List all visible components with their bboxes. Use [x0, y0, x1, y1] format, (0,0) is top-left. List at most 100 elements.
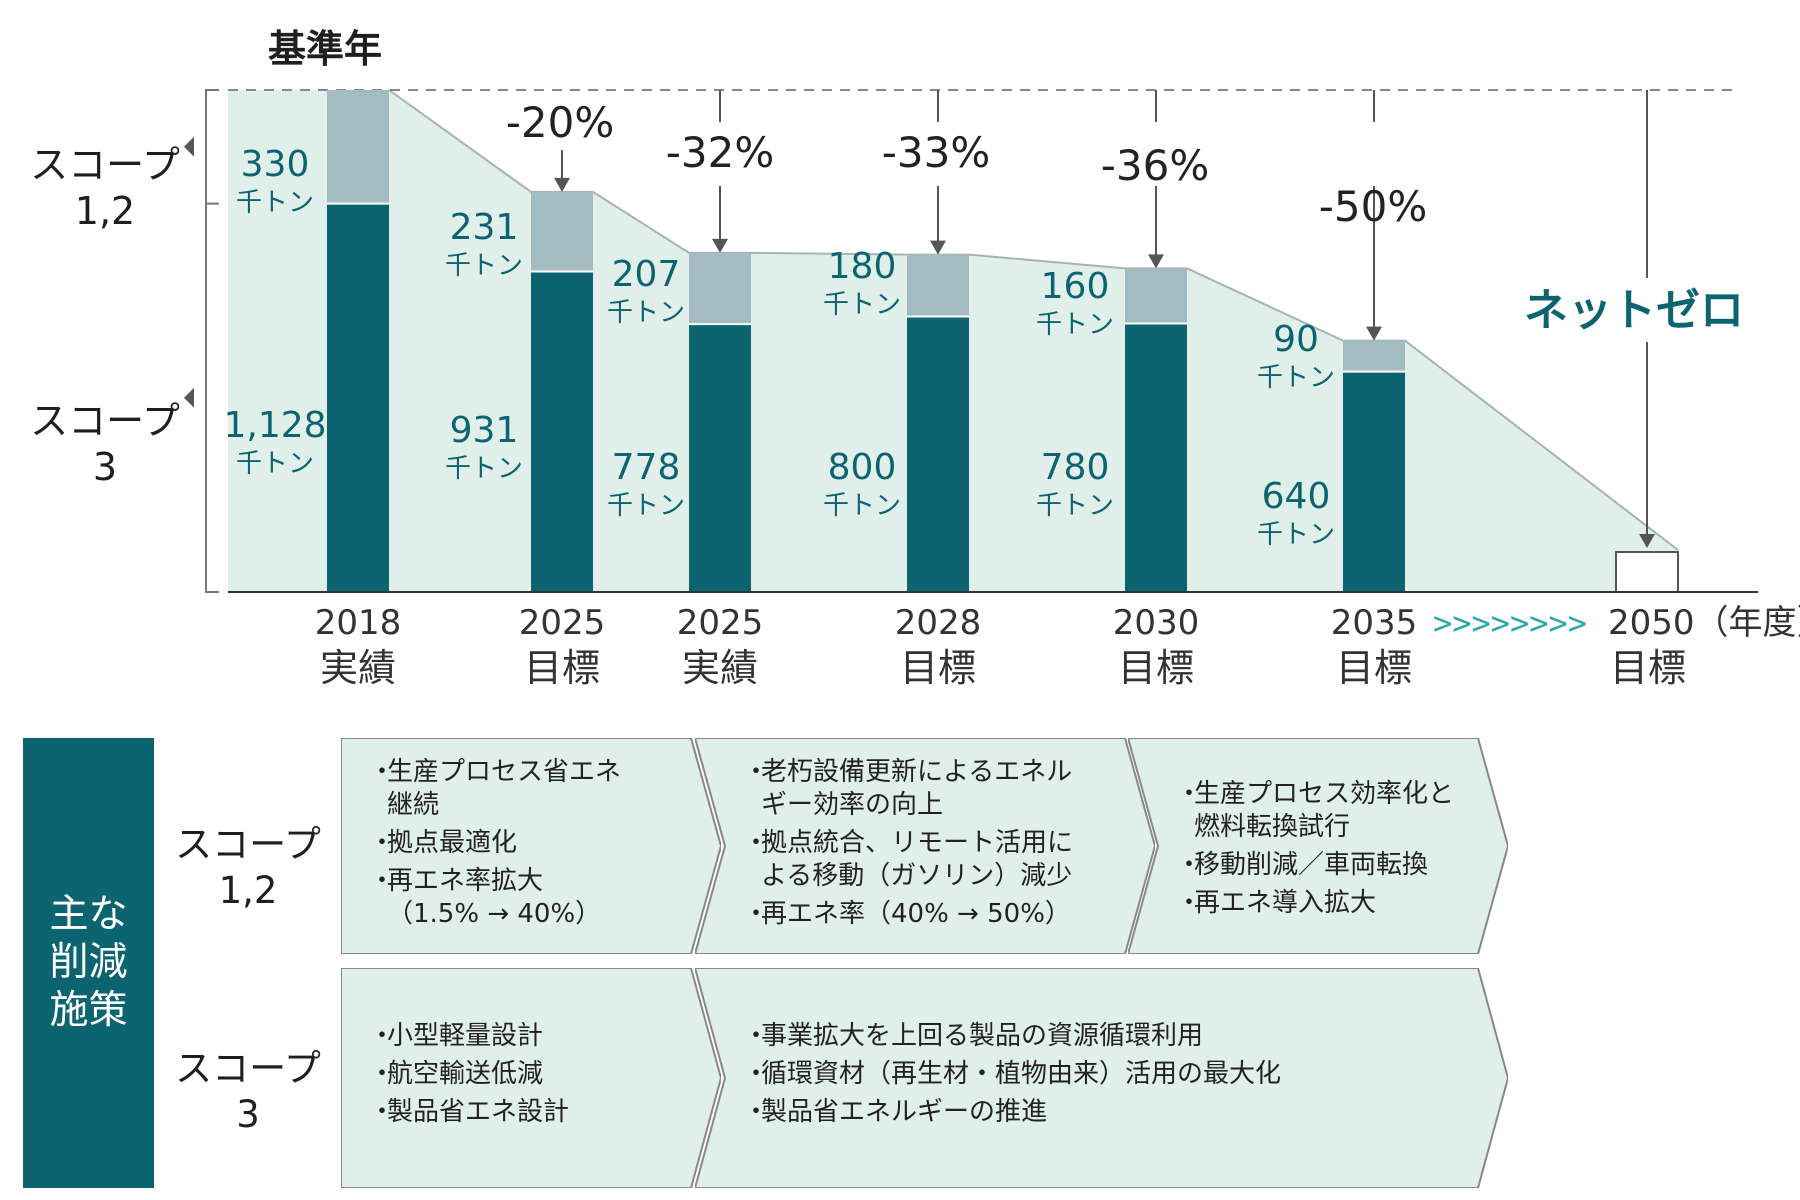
reduction-label: -36% — [1101, 141, 1210, 190]
measures-box-2-1: 小型軽量設計航空輸送低減製品省エネ設計 — [341, 968, 721, 1188]
reduction-label: -32% — [666, 128, 775, 177]
unit-label: 千トン — [823, 290, 901, 320]
netzero-label: ネットゼロ — [1524, 285, 1744, 336]
measures-item: 再エネ導入拡大 — [1176, 887, 1454, 920]
measures-list: 老朽設備更新によるエネル ギー効率の向上拠点統合、リモート活用に よる移動（ガソ… — [743, 756, 1073, 931]
measures-item: 製品省エネ設計 — [369, 1096, 569, 1129]
emissions-chart: 330千トン1,128千トン231千トン931千トン207千トン778千トン18… — [184, 89, 1800, 690]
x-tick-year: 2025 — [677, 603, 764, 643]
value-label-scope12: 231 — [450, 207, 519, 248]
measures-item: 事業拡大を上回る製品の資源循環利用 — [743, 1020, 1281, 1053]
unit-label: 千トン — [1036, 310, 1114, 340]
measures-list: 小型軽量設計航空輸送低減製品省エネ設計 — [369, 1020, 569, 1129]
unit-label: 千トン — [1036, 491, 1114, 521]
value-label-scope12: 90 — [1273, 319, 1319, 360]
scope12-pointer-icon — [184, 136, 194, 157]
base-year-label: 基準年 — [267, 27, 382, 71]
bar-scope3 — [907, 316, 969, 592]
measures-box-1-3: 生産プロセス効率化と 燃料転換試行移動削減／車両転換再エネ導入拡大 — [1128, 738, 1508, 954]
unit-label: 千トン — [445, 251, 523, 281]
measures-box-1-1: 生産プロセス省エネ 継続拠点最適化再エネ率拡大 （1.5% → 40%） — [341, 738, 721, 954]
x-tick-year: 2025 — [519, 603, 606, 643]
measures-title-line1: 主な — [49, 892, 128, 937]
reduction-arrow-head-icon — [1148, 254, 1164, 269]
measures-row-scope12-label: スコープ 1,2 — [163, 822, 333, 914]
measures-box-1-2: 老朽設備更新によるエネル ギー効率の向上拠点統合、リモート活用に よる移動（ガソ… — [695, 738, 1155, 954]
reduction-label: -50% — [1319, 182, 1428, 231]
reduction-arrow-head-icon — [712, 238, 728, 253]
measures-row-scope12-label-line2: 1,2 — [218, 869, 278, 912]
bar-scope3 — [689, 324, 751, 592]
reduction-label: -20% — [506, 98, 615, 147]
unit-label: 千トン — [607, 491, 685, 521]
scope12-axis-label: スコープ 1,2 — [10, 142, 200, 234]
bar-scope12 — [689, 252, 751, 325]
unit-label: 千トン — [236, 449, 314, 479]
scope12-axis-label-line2: 1,2 — [74, 189, 136, 233]
measures-item: 拠点統合、リモート活用に よる移動（ガソリン）減少 — [743, 827, 1073, 893]
measures-item: 拠点最適化 — [369, 827, 621, 860]
value-label-scope12: 180 — [828, 246, 897, 287]
bar-scope3 — [1125, 323, 1187, 592]
measures-item: 循環資材（再生材・植物由来）活用の最大化 — [743, 1058, 1281, 1091]
value-label-scope3: 1,128 — [223, 405, 326, 446]
x-tick-kind: 目標 — [1610, 646, 1686, 690]
x-tick-year: 2030 — [1113, 603, 1200, 643]
measures-row-scope3-label-line1: スコープ — [175, 1047, 321, 1090]
x-tick-year: 2018 — [315, 603, 402, 643]
x-tick-year: 2028 — [895, 603, 982, 643]
measures-title-line2: 削減 — [49, 940, 128, 985]
bar-scope12 — [1343, 340, 1405, 372]
bar-scope3 — [531, 271, 593, 592]
x-tick-kind: 目標 — [524, 646, 600, 690]
measures-item: 小型軽量設計 — [369, 1020, 569, 1053]
value-label-scope12: 330 — [241, 144, 310, 185]
scope3-axis-label-line2: 3 — [92, 445, 118, 489]
bar-scope12 — [531, 191, 593, 272]
value-label-scope3: 800 — [828, 447, 897, 488]
measures-item: 移動削減／車両転換 — [1176, 849, 1454, 882]
x-tick-kind: 目標 — [900, 646, 976, 690]
unit-label: 千トン — [823, 491, 901, 521]
measures-item: 生産プロセス省エネ 継続 — [369, 756, 621, 822]
measures-row-scope12-label-line1: スコープ — [175, 823, 321, 866]
x-tick-kind: 目標 — [1336, 646, 1412, 690]
bar-scope12 — [1125, 268, 1187, 324]
unit-label: 千トン — [1257, 363, 1335, 393]
measures-title: 主な 削減 施策 — [23, 738, 154, 1188]
unit-label: 千トン — [1257, 520, 1335, 550]
scope-bracket — [205, 89, 219, 593]
unit-label: 千トン — [607, 298, 685, 328]
netzero-arrow-head-icon — [1639, 534, 1655, 548]
unit-label: 千トン — [445, 454, 523, 484]
measures-item: 生産プロセス効率化と 燃料転換試行 — [1176, 778, 1454, 844]
x-tick-kind: 実績 — [682, 646, 758, 690]
measures-row-scope3-label-line2: 3 — [236, 1093, 260, 1136]
value-label-scope12: 207 — [612, 254, 681, 295]
measures-item: 老朽設備更新によるエネル ギー効率の向上 — [743, 756, 1073, 822]
x-tick-year: 2050（年度） — [1608, 603, 1800, 643]
scope12-axis-label-line1: スコープ — [30, 143, 180, 187]
reduction-arrow-head-icon — [1366, 326, 1382, 341]
measures-row-scope3-label: スコープ 3 — [163, 1046, 333, 1138]
bar-scope3 — [1343, 371, 1405, 592]
measures-list: 生産プロセス省エネ 継続拠点最適化再エネ率拡大 （1.5% → 40%） — [369, 756, 621, 931]
bar-scope12 — [327, 90, 389, 204]
reduction-label: -33% — [882, 128, 991, 177]
measures-box-2-2: 事業拡大を上回る製品の資源循環利用循環資材（再生材・植物由来）活用の最大化製品省… — [695, 968, 1508, 1188]
bar-2050-netzero — [1615, 551, 1679, 593]
reduction-arrow-head-icon — [554, 177, 570, 192]
skip-arrows: >>>>>>>> — [1433, 604, 1587, 642]
x-tick-year: 2035 — [1331, 603, 1418, 643]
scope3-axis-label-line1: スコープ — [30, 399, 180, 443]
scope3-pointer-icon — [184, 387, 194, 408]
reduction-arrow-head-icon — [930, 240, 946, 255]
measures-item: 再エネ率拡大 （1.5% → 40%） — [369, 865, 621, 931]
x-tick-kind: 実績 — [320, 646, 396, 690]
x-tick-kind: 目標 — [1118, 646, 1194, 690]
bar-scope12 — [907, 254, 969, 317]
value-label-scope12: 160 — [1041, 266, 1110, 307]
unit-label: 千トン — [236, 188, 314, 218]
value-label-scope3: 931 — [450, 410, 519, 451]
measures-list: 事業拡大を上回る製品の資源循環利用循環資材（再生材・植物由来）活用の最大化製品省… — [743, 1020, 1281, 1129]
